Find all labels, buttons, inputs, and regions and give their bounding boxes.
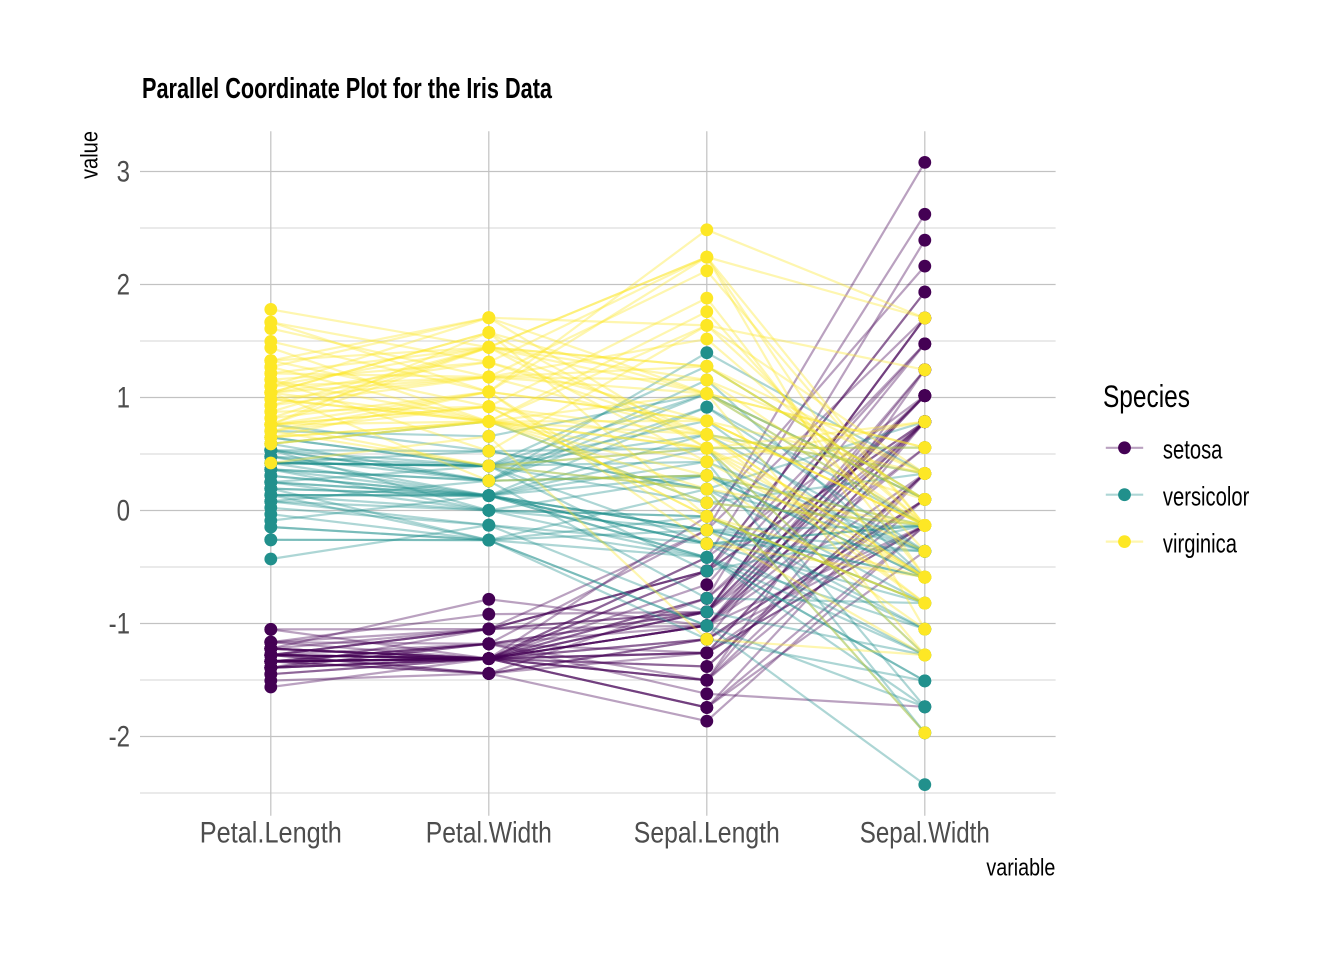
svg-text:0: 0 [117,495,130,528]
svg-text:-1: -1 [109,608,130,641]
svg-text:Parallel Coordinate Plot for t: Parallel Coordinate Plot for the Iris Da… [142,73,553,105]
svg-text:Species: Species [1103,378,1190,414]
svg-text:1: 1 [117,382,130,415]
svg-text:setosa: setosa [1163,435,1223,465]
svg-text:versicolor: versicolor [1163,481,1250,511]
svg-text:2: 2 [117,269,130,302]
svg-text:variable: variable [986,855,1055,882]
svg-text:Sepal.Length: Sepal.Length [634,817,780,850]
svg-text:-2: -2 [109,721,130,754]
svg-text:Petal.Length: Petal.Length [200,817,342,850]
svg-text:Petal.Width: Petal.Width [426,817,552,850]
svg-text:virginica: virginica [1163,528,1237,558]
svg-text:3: 3 [117,156,130,189]
svg-text:value: value [77,131,104,179]
svg-text:Sepal.Width: Sepal.Width [860,817,990,850]
